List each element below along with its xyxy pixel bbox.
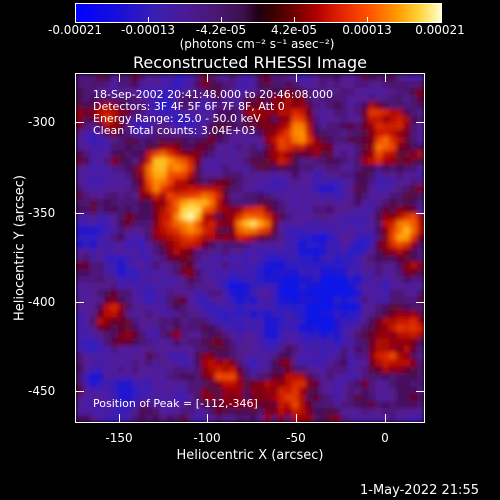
y-tick-label: -350: [28, 206, 56, 220]
x-tick-label: -100: [193, 431, 221, 445]
colorbar-tick: [440, 17, 441, 22]
colorbar-tick-label: 0.00013: [342, 23, 392, 37]
y-tick-label: -400: [28, 295, 56, 309]
y-tick: [76, 302, 84, 303]
info-clean-counts: Clean Total counts: 3.04E+03: [93, 124, 256, 137]
y-tick: [416, 302, 424, 303]
colorbar: [75, 3, 442, 23]
colorbar-tick-label: 4.2e-05: [270, 23, 318, 37]
colorbar-tick-label: -0.00013: [121, 23, 175, 37]
colorbar-tick-label: -4.2e-05: [195, 23, 247, 37]
y-tick-label: -450: [28, 384, 56, 398]
y-tick: [416, 213, 424, 214]
colorbar-tick: [367, 17, 368, 22]
y-tick-label: -300: [28, 115, 56, 129]
x-axis-title: Heliocentric X (arcsec): [176, 448, 324, 463]
info-peak-position: Position of Peak = [-112,-346]: [93, 397, 258, 410]
image-plot: [75, 73, 425, 423]
y-tick: [416, 122, 424, 123]
x-tick: [119, 74, 120, 82]
y-tick: [76, 213, 84, 214]
info-detectors: Detectors: 3F 4F 5F 6F 7F 8F, Att 0: [93, 100, 285, 113]
x-tick: [385, 74, 386, 82]
x-tick-label: -150: [105, 431, 133, 445]
info-energy-range: Energy Range: 25.0 - 50.0 keV: [93, 112, 261, 125]
colorbar-tick: [148, 17, 149, 22]
colorbar-tick-label: -0.00021: [48, 23, 102, 37]
x-tick-label: 0: [381, 431, 389, 445]
x-tick-label: -50: [286, 431, 306, 445]
y-tick: [416, 391, 424, 392]
timestamp: 1-May-2022 21:55: [360, 483, 479, 498]
colorbar-tick: [221, 17, 222, 22]
info-time-range: 18-Sep-2002 20:41:48.000 to 20:46:08.000: [93, 88, 333, 101]
colorbar-tick: [75, 17, 76, 22]
x-tick: [207, 414, 208, 422]
colorbar-units: (photons cm⁻² s⁻¹ asec⁻²): [179, 37, 335, 51]
x-tick: [385, 414, 386, 422]
y-tick: [76, 122, 84, 123]
colorbar-tick: [294, 17, 295, 22]
x-tick: [296, 74, 297, 82]
x-tick: [296, 414, 297, 422]
y-axis-title: Heliocentric Y (arcsec): [12, 175, 28, 321]
x-tick: [119, 414, 120, 422]
colorbar-tick-label: 0.00021: [415, 23, 465, 37]
x-tick: [207, 74, 208, 82]
y-tick: [76, 391, 84, 392]
rhessi-image: [76, 74, 424, 422]
plot-title: Reconstructed RHESSI Image: [133, 53, 367, 72]
